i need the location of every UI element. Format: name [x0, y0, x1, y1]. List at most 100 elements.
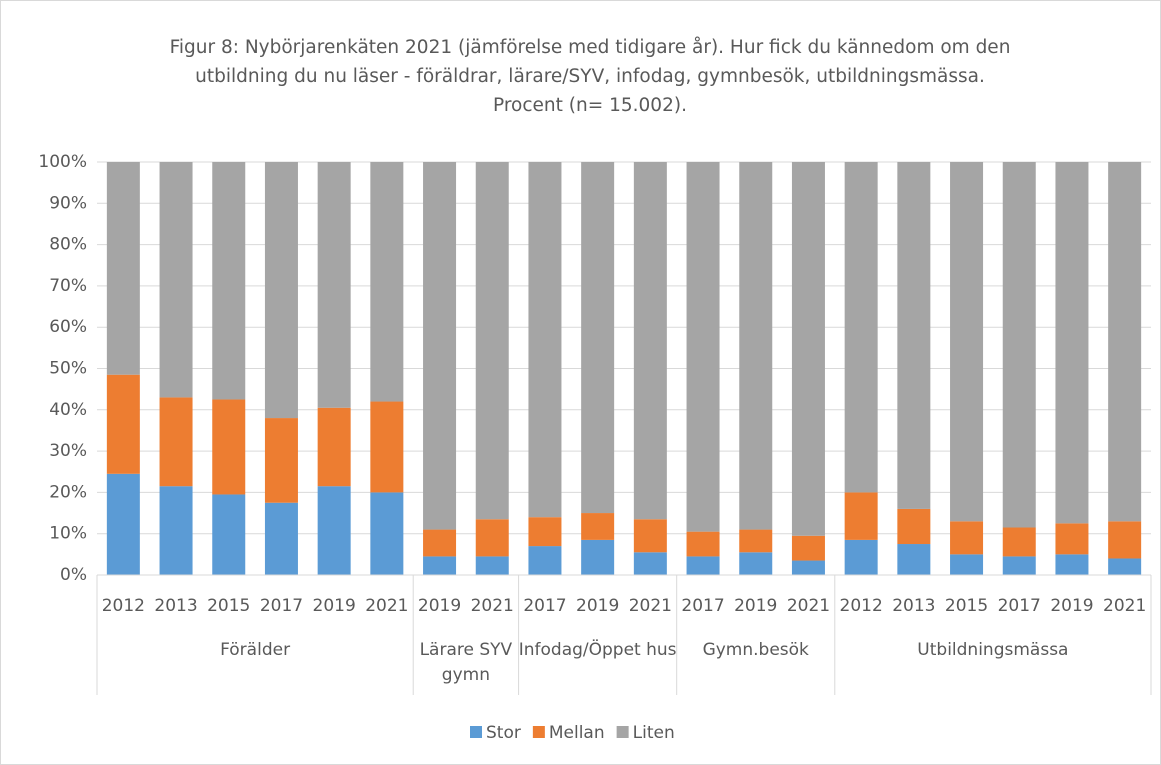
x-tick-label: 2017 [260, 596, 303, 616]
bar-segment [475, 162, 509, 520]
bar-segment [844, 539, 878, 575]
bar-segment [633, 552, 667, 575]
bar-segment [159, 162, 193, 398]
y-tick-label: 50% [49, 359, 87, 379]
bar-segment [370, 162, 404, 402]
x-tick-label: 2019 [576, 596, 619, 616]
x-tick-label: 2015 [945, 596, 988, 616]
bar-segment [264, 418, 298, 503]
group-label: Lärare SYV gymn [419, 640, 513, 685]
bar-segment [423, 556, 457, 575]
bar-segment [633, 162, 667, 520]
bar-segment [106, 374, 140, 474]
x-tick-label: 2019 [313, 596, 356, 616]
bar-segment [581, 539, 615, 575]
group-label: Infodag/Öppet hus [518, 640, 677, 660]
x-tick-label: 2021 [471, 596, 514, 616]
bar-segment [950, 554, 984, 575]
bar-segment [423, 162, 457, 530]
bar-segment [370, 401, 404, 493]
legend-swatch [616, 726, 629, 738]
legend-label: Liten [633, 723, 675, 743]
bar-segment [528, 546, 562, 575]
x-tick-label: 2017 [523, 596, 566, 616]
x-tick-label: 2013 [892, 596, 935, 616]
bar-segment [844, 162, 878, 493]
bar-segment [1002, 527, 1036, 557]
x-tick-label: 2021 [1103, 596, 1146, 616]
bar-segment [581, 513, 615, 540]
y-tick-label: 20% [49, 482, 87, 502]
bar-segment [1055, 523, 1089, 555]
bar-segment [791, 560, 825, 575]
bar-segment [212, 399, 246, 495]
bar-segment [581, 162, 615, 514]
bar-segment [1108, 521, 1142, 559]
bar-segment [370, 492, 404, 575]
bar-segment [159, 397, 193, 487]
bar-segment [1108, 558, 1142, 575]
x-tick-label: 2012 [840, 596, 883, 616]
x-tick-label: 2019 [1050, 596, 1093, 616]
y-tick-label: 90% [49, 193, 87, 213]
bar-segment [317, 407, 351, 487]
bar-segment [106, 473, 140, 575]
y-tick-label: 0% [60, 565, 87, 585]
bar-segment [1002, 162, 1036, 528]
bar-segment [475, 519, 509, 557]
legend-label: Mellan [549, 723, 605, 743]
bar-segment [739, 162, 773, 530]
bar-segment [212, 494, 246, 575]
x-tick-label: 2021 [787, 596, 830, 616]
group-label: Förälder [220, 640, 291, 660]
y-tick-label: 60% [49, 317, 87, 337]
bar-segment [739, 529, 773, 553]
x-tick-label: 2017 [681, 596, 724, 616]
bar-segment [950, 162, 984, 522]
x-tick-label: 2019 [418, 596, 461, 616]
bar-segment [897, 544, 931, 575]
bar-segment [159, 486, 193, 575]
x-tick-label: 2017 [998, 596, 1041, 616]
legend-label: Stor [486, 723, 521, 743]
y-tick-label: 30% [49, 441, 87, 461]
y-tick-label: 40% [49, 400, 87, 420]
bar-segment [317, 486, 351, 575]
x-tick-label: 2021 [365, 596, 408, 616]
bar-segment [950, 521, 984, 555]
y-tick-label: 10% [49, 524, 87, 544]
bar-segment [686, 162, 720, 532]
bar-segment [686, 531, 720, 557]
legend-swatch [470, 726, 482, 738]
x-tick-label: 2019 [734, 596, 777, 616]
bar-segment [317, 162, 351, 408]
bar-segment [739, 552, 773, 575]
bar-segment [791, 535, 825, 561]
chart-title: Figur 8: Nybörjarenkäten 2021 (jämförels… [169, 37, 1011, 116]
bar-segment [897, 508, 931, 545]
x-tick-label: 2013 [154, 596, 197, 616]
group-label: Gymn.besök [702, 640, 809, 660]
y-tick-label: 100% [38, 152, 87, 172]
bar-segment [528, 517, 562, 547]
bar-segment [264, 162, 298, 419]
bar-segment [264, 502, 298, 575]
bar-segment [475, 556, 509, 575]
legend-swatch [532, 726, 545, 738]
y-tick-label: 70% [49, 276, 87, 296]
bar-segment [423, 529, 457, 557]
bar-segment [1055, 554, 1089, 575]
group-label: Utbildningsmässa [917, 640, 1069, 660]
bar-segment [686, 556, 720, 575]
x-tick-label: 2015 [207, 596, 250, 616]
bar-segment [1002, 556, 1036, 575]
x-tick-label: 2021 [629, 596, 672, 616]
bar-segment [791, 162, 825, 536]
bar-segment [212, 162, 246, 400]
bar-segment [106, 162, 140, 375]
bar-segment [633, 519, 667, 553]
bar-segment [844, 492, 878, 540]
bar-segment [1108, 162, 1142, 522]
